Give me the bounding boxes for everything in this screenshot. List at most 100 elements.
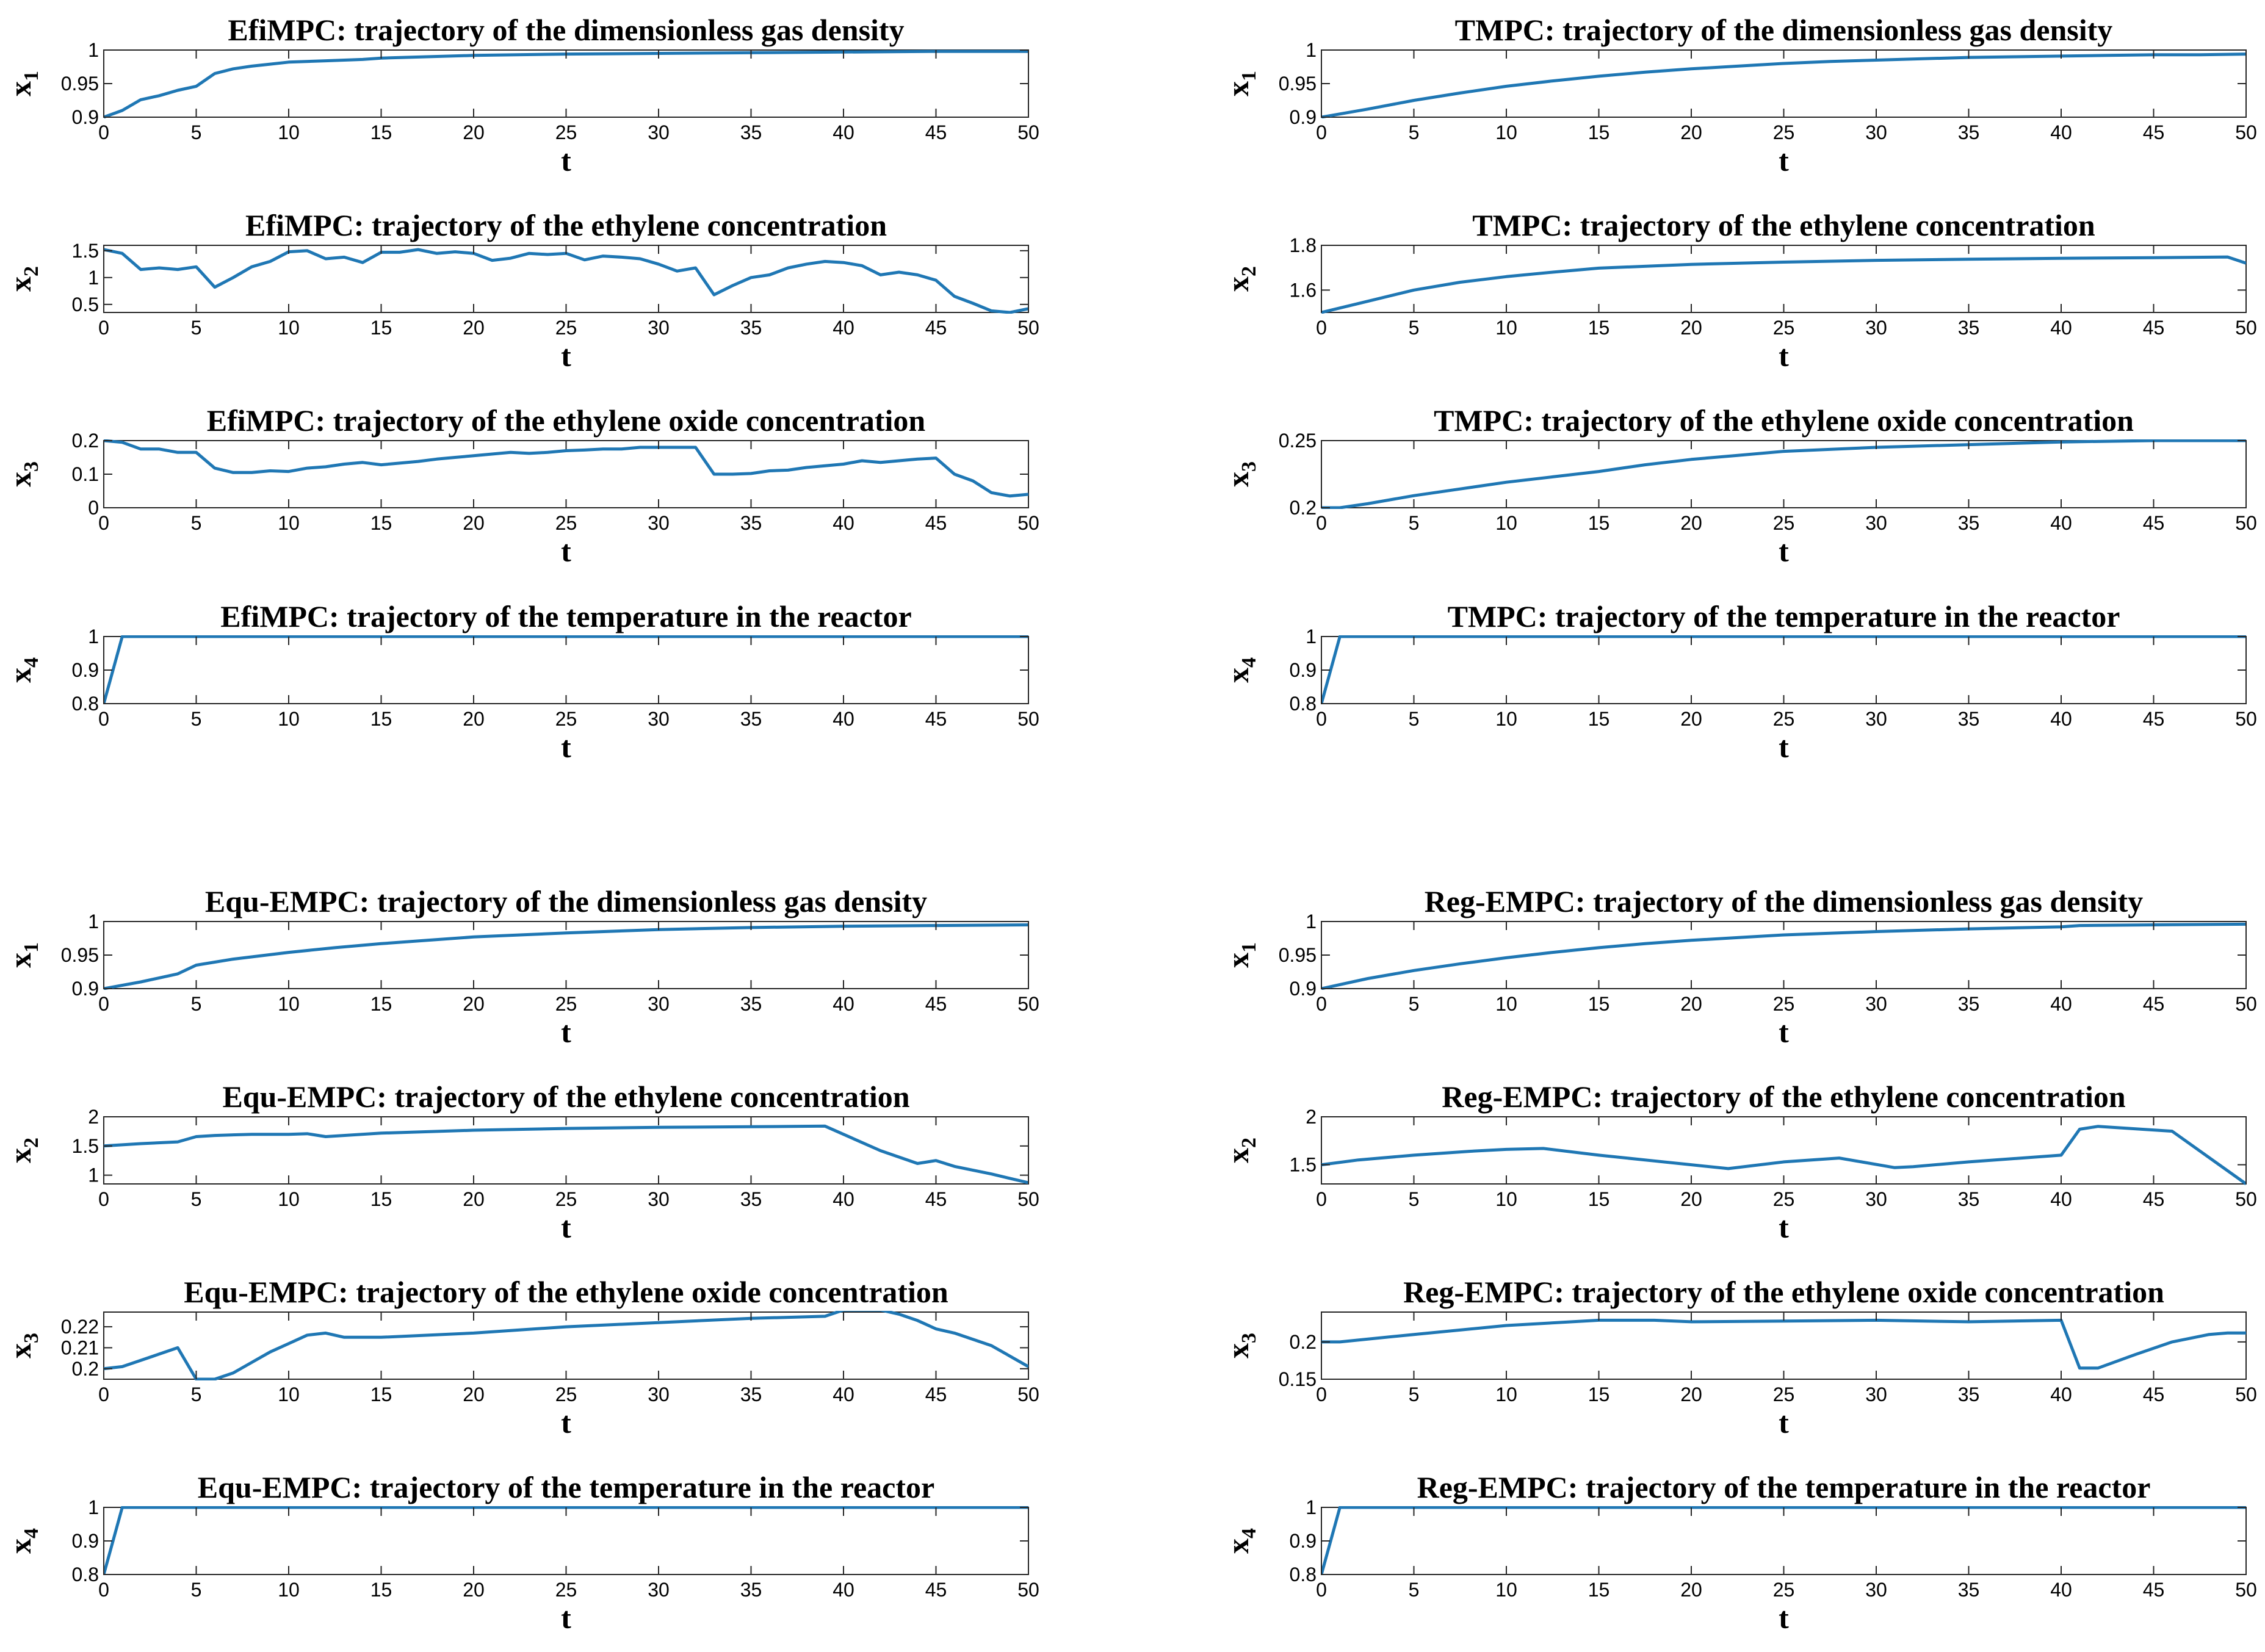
x-tick-label: 5 (1409, 512, 1420, 534)
subplot-title: TMPC: trajectory of the ethylene concent… (1472, 208, 2095, 242)
y-tick-label: 0.9 (72, 1530, 99, 1552)
subplot-title: EfiMPC: trajectory of the dimensionless … (228, 13, 904, 47)
x-tick-label: 40 (833, 993, 854, 1015)
x-tick-label: 40 (2050, 1579, 2072, 1601)
y-axis-label-subscript: 4 (20, 1528, 43, 1538)
x-tick-label: 0 (1316, 1579, 1327, 1601)
x-axis-label: t (1779, 143, 1789, 178)
x-tick-label: 0 (1316, 317, 1327, 339)
subplot-reg-x4: 0 5 10 15 20 25 30 35 40 45 50 0.8 0.9 1 Reg-EMPC: tra… (1221, 1470, 2257, 1635)
y-axis-label-base: x (1221, 668, 1255, 683)
x-axis-label: t (561, 339, 571, 373)
y-axis-label-base: x (3, 276, 37, 292)
series-line-x3 (1321, 439, 2246, 509)
x-tick-label: 15 (1588, 512, 1610, 534)
y-tick-label: 0.95 (1279, 944, 1317, 966)
axes-box (103, 1311, 1029, 1380)
x-tick-label: 30 (1865, 993, 1887, 1015)
x-tick-label: 50 (2235, 1188, 2257, 1210)
x-tick-label: 20 (463, 121, 485, 143)
series-line-x1 (1321, 52, 2246, 118)
x-tick-label: 20 (463, 1188, 485, 1210)
subplot-efi-x3: 0 5 10 15 20 25 30 35 40 45 50 0 0.1 0.2 EfiMPC: traje… (3, 403, 1039, 568)
subplot-equ-x1: 0 5 10 15 20 25 30 35 40 45 50 0.9 0.95 1 Equ-EMPC: tr… (3, 884, 1039, 1049)
x-tick-label: 30 (1865, 1188, 1887, 1210)
axes-box (1321, 921, 2247, 989)
y-tick-label: 1 (88, 267, 99, 289)
x-tick-label: 0 (1316, 121, 1327, 143)
y-tick-label: 0.22 (61, 1316, 99, 1338)
x-tick-label: 45 (925, 708, 947, 730)
x-tick-label: 45 (2143, 1188, 2165, 1210)
x-tick-label: 45 (2143, 993, 2165, 1015)
subplot-title: TMPC: trajectory of the dimensionless ga… (1455, 13, 2113, 47)
subplot-title: Reg-EMPC: trajectory of the dimensionles… (1425, 884, 2144, 918)
x-tick-label: 30 (1865, 512, 1887, 534)
x-tick-label: 5 (191, 708, 202, 730)
y-tick-label: 1.5 (1290, 1154, 1317, 1176)
x-axis-label: t (561, 1601, 571, 1635)
x-tick-label: 35 (740, 1188, 762, 1210)
y-axis-label: x2 (3, 266, 43, 292)
x-axis-label: t (561, 730, 571, 764)
x-tick-label: 35 (1958, 1188, 1980, 1210)
x-tick-label: 15 (1588, 708, 1610, 730)
x-tick-label: 0 (98, 121, 109, 143)
x-tick-label: 5 (191, 121, 202, 143)
x-tick-label: 20 (1680, 1188, 1702, 1210)
x-tick-label: 0 (1316, 1188, 1327, 1210)
series-line-x2 (1321, 1125, 2246, 1185)
x-tick-label: 15 (370, 121, 392, 143)
subplot-reg-x1: 0 5 10 15 20 25 30 35 40 45 50 0.9 0.95 1 Reg-EMPC: tr… (1221, 884, 2257, 1049)
subplot-reg-x2: 0 5 10 15 20 25 30 35 40 45 50 1.5 2 Reg-EMPC: trajec… (1221, 1080, 2257, 1244)
y-axis-label-base: x (1221, 1538, 1255, 1554)
y-axis-label: x3 (1221, 1333, 1260, 1358)
x-tick-label: 30 (1865, 1579, 1887, 1601)
series-line-x3 (104, 1311, 1028, 1380)
x-tick-label: 0 (98, 708, 109, 730)
subplot-title: EfiMPC: trajectory of the temperature in… (220, 599, 911, 633)
x-tick-label: 5 (191, 1383, 202, 1405)
axes-box (103, 49, 1029, 118)
y-tick-label: 0.2 (1290, 497, 1317, 519)
x-tick-label: 30 (648, 1188, 670, 1210)
x-tick-label: 35 (1958, 317, 1980, 339)
x-tick-label: 25 (555, 512, 577, 534)
x-tick-label: 25 (1773, 1579, 1795, 1601)
axes-box (103, 636, 1029, 704)
y-axis-label: x3 (3, 1333, 43, 1358)
y-tick-label: 0 (88, 497, 99, 519)
y-tick-label: 0.8 (72, 693, 99, 715)
x-tick-label: 30 (648, 512, 670, 534)
x-tick-label: 10 (1495, 1188, 1517, 1210)
y-tick-label: 0.8 (1290, 693, 1317, 715)
x-tick-label: 10 (278, 1188, 300, 1210)
x-tick-label: 30 (648, 317, 670, 339)
x-axis-label: t (1779, 534, 1789, 568)
y-tick-label: 0.15 (1279, 1368, 1317, 1390)
y-axis-label-subscript: 2 (20, 266, 43, 276)
x-tick-label: 35 (740, 1383, 762, 1405)
x-tick-label: 10 (278, 121, 300, 143)
y-tick-label: 0.95 (61, 944, 99, 966)
x-tick-label: 0 (1316, 512, 1327, 534)
series-line-x1 (104, 923, 1028, 990)
x-tick-label: 35 (1958, 993, 1980, 1015)
axes-box (103, 245, 1029, 313)
y-axis-label: x4 (1221, 657, 1260, 683)
x-tick-label: 0 (1316, 1383, 1327, 1405)
x-tick-label: 20 (463, 708, 485, 730)
x-tick-label: 10 (1495, 1579, 1517, 1601)
x-tick-label: 45 (925, 1383, 947, 1405)
x-tick-label: 30 (648, 1579, 670, 1601)
subplot-efi-x2: 0 5 10 15 20 25 30 35 40 45 50 0.5 1 1.5 EfiMPC: traje… (3, 208, 1039, 373)
y-axis-label: x4 (1221, 1528, 1260, 1554)
y-axis-label-subscript: 2 (20, 1138, 43, 1148)
x-tick-label: 15 (1588, 993, 1610, 1015)
x-tick-label: 25 (1773, 512, 1795, 534)
subplot-title: Equ-EMPC: trajectory of the dimensionles… (205, 884, 927, 918)
y-axis-label: x4 (3, 657, 43, 683)
x-tick-label: 0 (98, 1188, 109, 1210)
subplot-title: Reg-EMPC: trajectory of the temperature … (1417, 1470, 2151, 1504)
x-tick-label: 10 (1495, 1383, 1517, 1405)
